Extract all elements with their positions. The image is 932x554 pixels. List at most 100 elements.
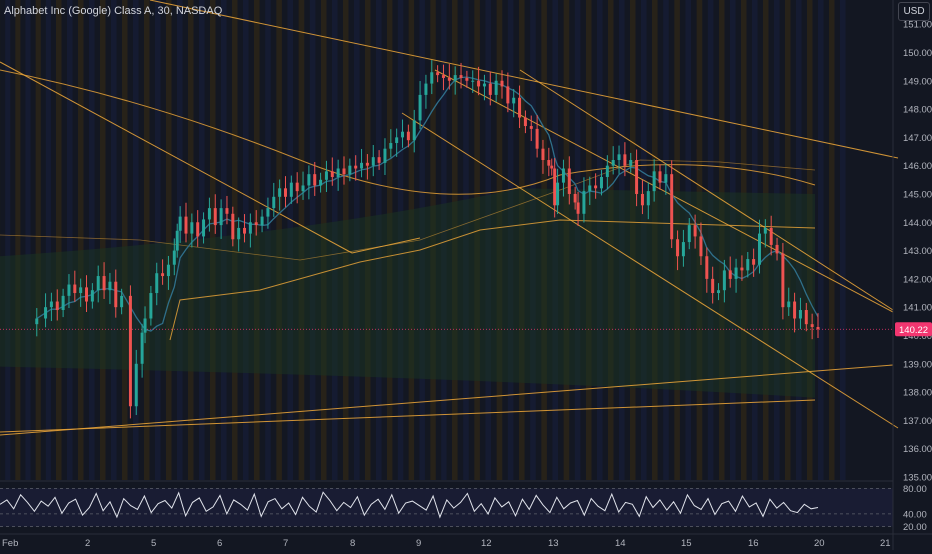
candle-body [44,307,47,318]
price-tick-label: 151.00 [903,20,932,31]
candle-body [448,78,451,81]
time-tick-label: 20 [814,538,825,549]
candle-body [629,160,632,166]
candle-body [348,166,351,174]
candle-body [536,129,539,149]
session-stripe [166,0,172,480]
session-stripe [818,0,824,480]
time-tick-label: Feb [2,538,18,549]
candle-body [553,168,556,205]
candle-body [419,95,422,120]
price-tick-label: 136.00 [903,444,932,455]
candle-body [770,228,773,245]
candle-body [623,154,626,165]
candle-body [337,168,340,176]
candle-body [243,228,246,234]
candle-body [266,208,269,216]
candle-body [793,302,796,319]
candle-body [430,72,433,83]
candle-body [635,160,638,194]
price-tick-label: 148.00 [903,105,932,116]
candle-body [389,143,392,149]
candle-body [354,166,357,169]
candle-body [214,208,217,225]
candle-body [360,163,363,169]
candle-body [752,259,755,265]
price-tick-label: 143.00 [903,246,932,257]
candle-body [594,185,597,188]
candle-body [167,265,170,276]
candle-body [577,202,580,213]
candle-body [460,75,463,78]
session-stripe [67,0,73,480]
candle-body [185,217,188,234]
chart-title: Alphabet Inc (Google) Class A, 30, NASDA… [4,5,222,17]
candle-body [530,126,533,129]
price-tick-label: 147.00 [903,133,932,144]
candle-body [483,84,486,87]
price-tick-label: 139.00 [903,359,932,370]
candle-body [372,157,375,165]
candle-body [424,84,427,95]
rsi-tick-label: 20.00 [903,522,927,533]
candle-body [190,222,193,233]
candle-body [313,174,316,185]
candle-body [764,228,767,234]
candle-body [91,290,94,301]
session-stripe [36,0,41,480]
candle-body [278,188,281,196]
candle-body [135,364,138,406]
candle-body [550,166,553,169]
candle-body [97,276,100,290]
candle-body [705,256,708,279]
candle-body [582,191,585,214]
candle-body [284,188,287,196]
candle-body [255,222,258,225]
candle-body [401,132,404,138]
candle-body [574,194,577,202]
price-tick-label: 135.00 [903,473,932,484]
candle-body [740,268,743,271]
candle-body [495,81,498,95]
time-tick-label: 16 [748,538,759,549]
candle-body [776,245,779,253]
price-tick-label: 146.00 [903,161,932,172]
candle-body [103,276,106,290]
candle-body [237,228,240,239]
price-axis[interactable]: 151.00150.00149.00148.00147.00146.00145.… [895,20,932,484]
time-tick-label: 21 [880,538,891,549]
price-tick-label: 141.00 [903,303,932,314]
candle-body [676,239,679,256]
candle-body [524,118,527,126]
candle-body [220,208,223,225]
price-tick-label: 144.00 [903,218,932,229]
price-tick-label: 138.00 [903,388,932,399]
session-stripe [155,0,161,480]
time-tick-label: 6 [217,538,222,549]
candle-body [641,194,644,205]
price-tick-label: 145.00 [903,189,932,200]
candle-body [296,183,299,191]
time-tick-label: 2 [85,538,90,549]
candle-body [471,81,474,82]
candle-body [73,285,76,293]
candle-body [735,268,738,279]
candle-body [758,234,761,265]
candle-body [141,333,144,364]
candle-body [618,154,621,160]
candle-body [129,296,132,406]
price-tick-label: 137.00 [903,416,932,427]
time-tick-label: 5 [151,538,156,549]
candle-body [489,84,492,95]
candle-body [647,191,650,205]
session-stripe [46,0,51,480]
last-price-label: 140.22 [899,325,928,336]
session-stripe [122,0,128,480]
time-tick-label: 9 [416,538,421,549]
candle-body [179,217,182,231]
candle-body [659,171,662,182]
currency-button[interactable]: USD [898,2,930,21]
